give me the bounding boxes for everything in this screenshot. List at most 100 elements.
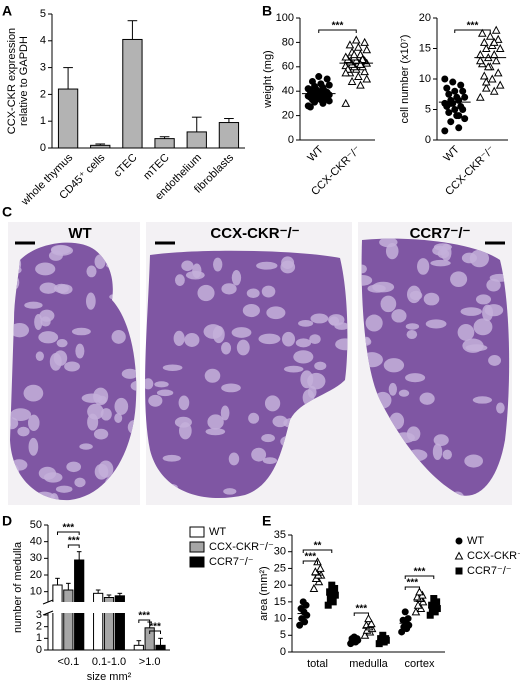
medulla-blotch (56, 339, 68, 348)
data-point (325, 81, 333, 89)
medulla-blotch (100, 408, 112, 421)
significance-bracket (302, 560, 318, 564)
medulla-blotch (256, 261, 278, 270)
x-tick-label: total (307, 658, 328, 670)
y-tick-label: 20 (274, 579, 286, 591)
data-point (316, 563, 325, 572)
medulla-blotch (114, 413, 123, 423)
medulla-blotch (121, 368, 137, 379)
medulla-blotch (488, 355, 502, 366)
significance-label: *** (356, 604, 368, 615)
panel-label: C (2, 204, 12, 220)
data-point (489, 37, 499, 46)
legend-label: CCX-CKR⁻/⁻ (467, 550, 520, 562)
data-point (347, 76, 357, 85)
medulla-blotch (437, 249, 450, 259)
data-point (479, 37, 489, 46)
y-axis-label: number of medulla (12, 541, 24, 633)
x-tick-label: mTEC (141, 152, 172, 183)
medulla-blotch (261, 285, 276, 298)
medulla-blotch (433, 434, 449, 446)
medulla-blotch (38, 331, 59, 344)
data-point (487, 74, 497, 83)
data-point (453, 93, 461, 101)
axis-break (42, 602, 172, 613)
medulla-blotch (262, 457, 278, 464)
medulla-blotch (94, 463, 109, 480)
x-tick-label: >1.0 (139, 656, 161, 668)
significance-bracket (318, 29, 357, 33)
data-point (491, 25, 501, 34)
y-tick-label: 5 (280, 629, 286, 641)
panel-label: D (2, 513, 12, 529)
y-tick-label: 5 (425, 103, 431, 115)
y-tick-label: 3 (40, 62, 46, 74)
y-tick-label: 50 (30, 519, 42, 531)
x-tick-label: 0.1-1.0 (92, 656, 126, 668)
medulla-blotch (486, 278, 501, 292)
medulla-blotch (79, 443, 93, 450)
data-point (362, 74, 372, 83)
medulla-blotch (361, 264, 367, 274)
medulla-blotch (314, 361, 327, 371)
medulla-blotch (372, 281, 395, 293)
medulla-blotch (385, 242, 399, 260)
medulla-blotch (197, 284, 215, 302)
medulla-blotch (223, 488, 237, 495)
data-point (493, 68, 503, 77)
medulla-blotch (174, 274, 185, 286)
medulla-blotch (310, 313, 329, 324)
data-point (489, 86, 499, 95)
medulla-blotch (71, 327, 91, 336)
medulla-blotch (496, 402, 505, 414)
data-point (379, 631, 387, 639)
medulla-blotch (295, 338, 312, 348)
medulla-blotch (173, 330, 185, 346)
medulla-blotch (174, 416, 192, 428)
data-point (441, 99, 449, 107)
medulla-blotch (221, 341, 232, 355)
medulla-blotch (405, 373, 426, 383)
y-axis-label: weight (mg) (262, 50, 274, 108)
medulla-blotch (475, 294, 492, 305)
y-tick-label: 40 (30, 536, 42, 548)
bar (122, 38, 143, 149)
medulla-blotch (86, 292, 96, 310)
medulla-blotch (231, 270, 242, 286)
image-label: CCR7⁻/⁻ (410, 225, 471, 242)
medulla-blotch (300, 370, 314, 389)
y-tick-label: 5 (40, 8, 46, 20)
y-tick-label: 100 (276, 12, 294, 24)
data-point (445, 109, 453, 117)
significance-label: *** (305, 552, 317, 563)
data-point (345, 40, 355, 49)
data-point (306, 103, 314, 111)
medulla-blotch (361, 274, 373, 286)
data-point (455, 112, 463, 120)
medulla-blotch (432, 443, 443, 461)
y-tick-label: 2 (40, 88, 46, 100)
medulla-blotch (130, 380, 137, 391)
bar (155, 644, 166, 651)
medulla-blotch (460, 307, 482, 316)
medulla-blotch (442, 449, 452, 460)
data-point (298, 615, 306, 623)
x-axis-label: size mm² (87, 671, 132, 683)
significance-bracket (404, 586, 420, 590)
bar (63, 589, 74, 651)
medulla-blotch (28, 437, 39, 456)
legend-label: CCR7⁻/⁻ (209, 556, 254, 568)
medulla-blotch (156, 389, 174, 397)
medulla-blotch (465, 344, 488, 352)
data-point (449, 78, 457, 86)
data-point (459, 87, 467, 95)
medulla-blotch (39, 309, 55, 322)
data-point (493, 34, 503, 43)
significance-label: *** (138, 611, 150, 622)
y-tick-label: 1 (36, 632, 42, 644)
y-tick-label: 0 (40, 142, 46, 154)
data-point (483, 62, 493, 71)
medulla-blotch (425, 319, 447, 329)
medulla-blotch (335, 338, 348, 351)
